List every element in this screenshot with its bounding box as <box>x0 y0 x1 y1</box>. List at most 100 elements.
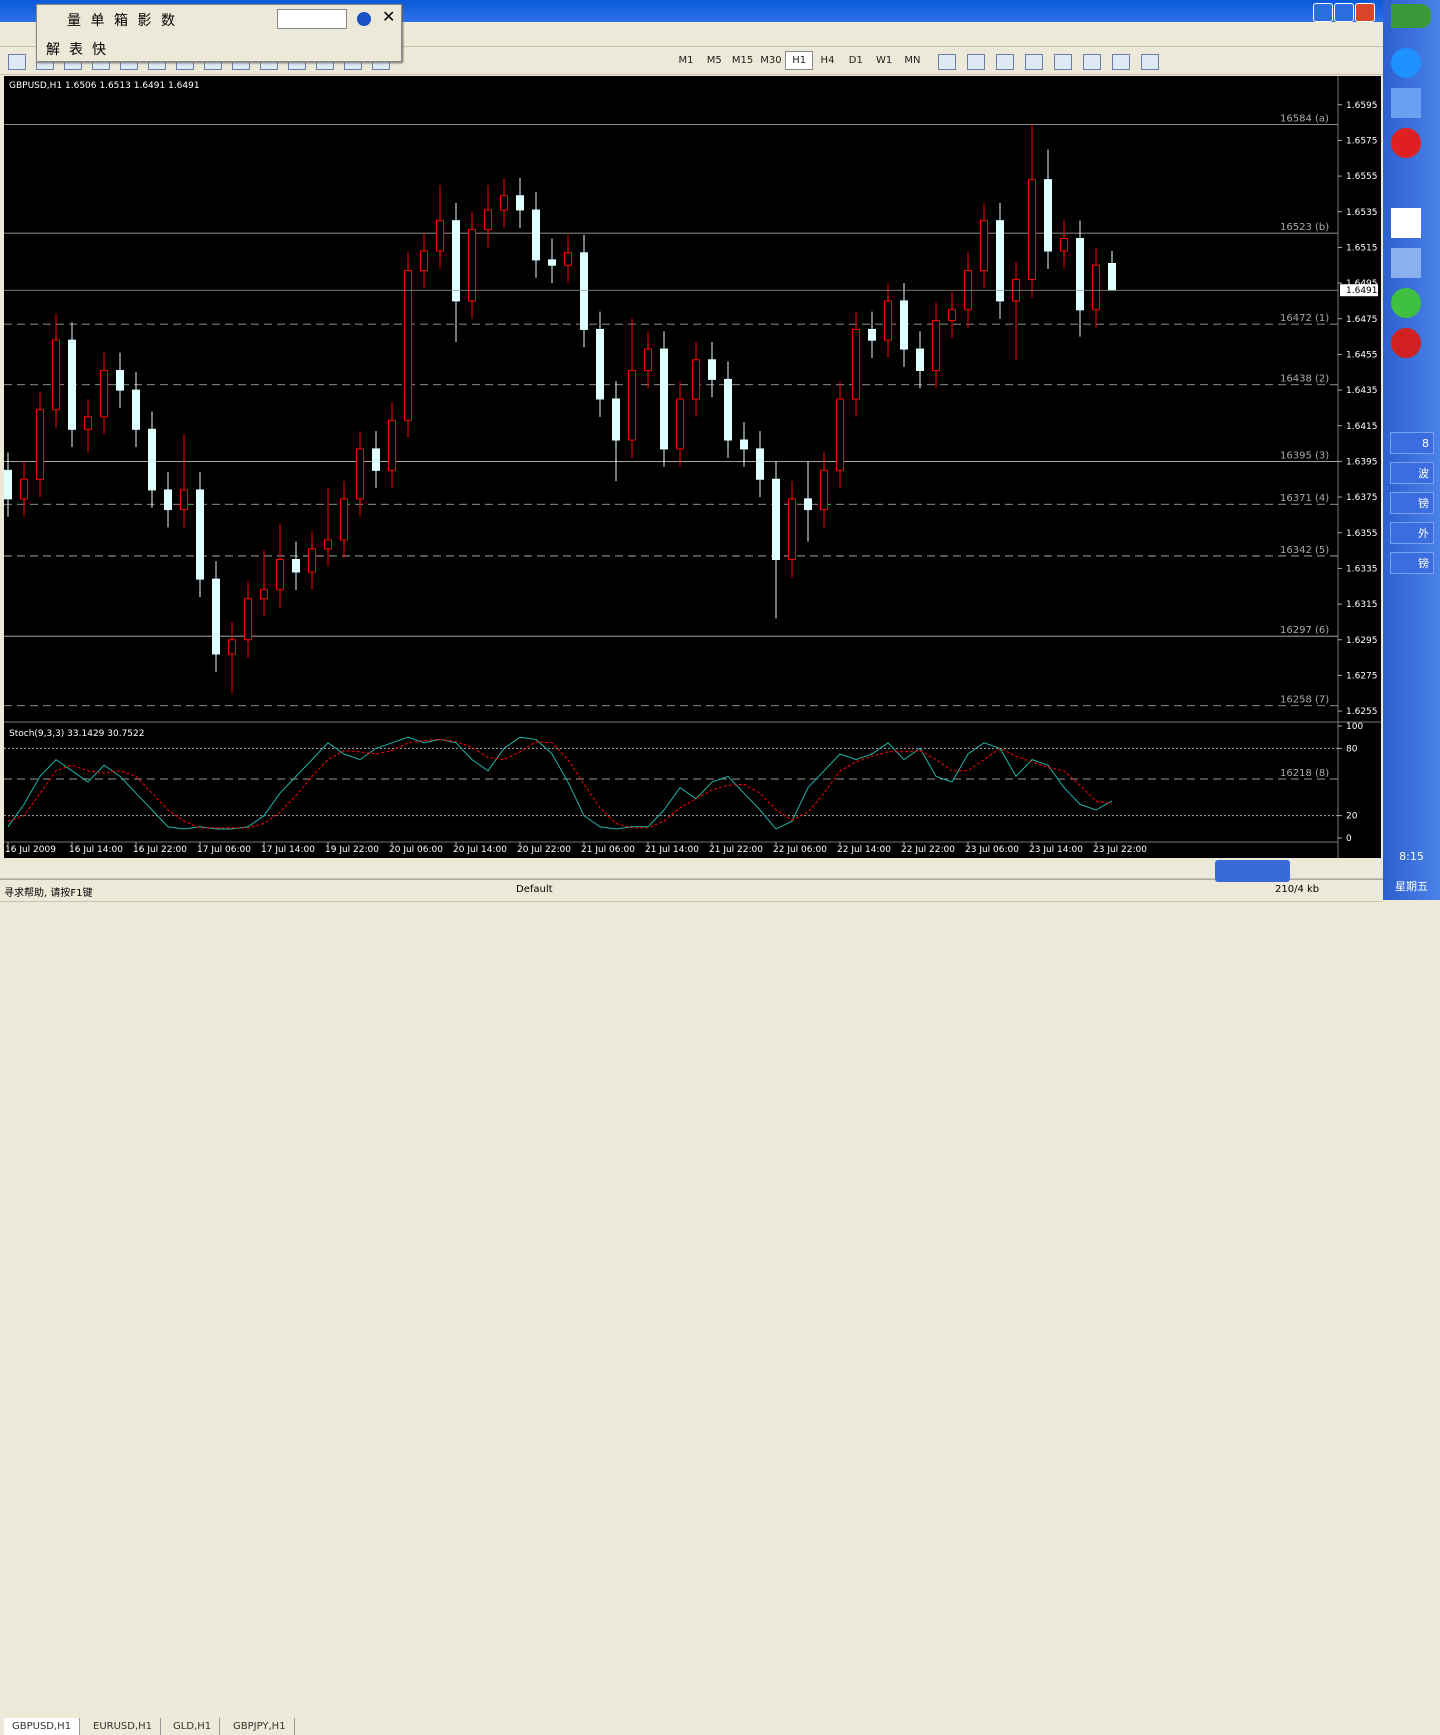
candle-body <box>1060 238 1068 252</box>
timeframe-button[interactable]: M1 <box>678 55 694 66</box>
tool-button[interactable]: 表 <box>69 42 83 58</box>
app-icon[interactable] <box>1391 128 1421 158</box>
app-icon[interactable] <box>1391 88 1421 118</box>
tool-button[interactable]: 箱 <box>114 13 128 29</box>
candle-body <box>692 359 700 400</box>
timeframe-button[interactable]: MN <box>904 55 921 66</box>
tool-button[interactable]: 影 <box>137 13 152 29</box>
x-tick-label: 20 Jul 14:00 <box>453 845 507 855</box>
toolbar-icon[interactable] <box>1083 54 1101 70</box>
candle-body <box>980 220 988 272</box>
y-tick-label: 1.6375 <box>1346 493 1378 503</box>
app-icon[interactable] <box>1391 288 1421 318</box>
y-tick-label: 1.6575 <box>1346 136 1378 146</box>
level-label: 16371 (4) <box>1280 493 1329 504</box>
y-tick-label: 1.6395 <box>1346 457 1378 467</box>
candle-body <box>884 300 892 341</box>
task-item[interactable]: 镑 <box>1390 552 1434 574</box>
candle-body <box>52 339 60 411</box>
candle-body <box>532 209 540 261</box>
start-button[interactable] <box>1391 4 1431 28</box>
candle-body <box>596 328 604 400</box>
tool-button[interactable]: 单 <box>90 13 105 29</box>
candle-body <box>756 448 764 480</box>
candle-body <box>996 220 1004 302</box>
chart-tab[interactable]: GLD,H1 <box>165 1718 221 1735</box>
app-icon[interactable] <box>1391 248 1421 278</box>
candle-body <box>1076 238 1084 311</box>
chart-tab[interactable]: GBPUSD,H1 <box>4 1718 81 1735</box>
candle-body <box>820 469 828 511</box>
timeframe-button[interactable]: M5 <box>706 55 722 66</box>
toolbar-icon[interactable] <box>996 54 1014 70</box>
toolbar-icon[interactable] <box>1025 54 1043 70</box>
candle-body <box>356 448 364 500</box>
chart-tab[interactable]: GBPJPY,H1 <box>225 1718 295 1735</box>
candle-body <box>612 398 620 441</box>
candle-body <box>516 195 524 211</box>
candle-body <box>68 339 76 430</box>
chart-tab[interactable]: EURUSD,H1 <box>85 1718 162 1735</box>
tool-button[interactable]: 解 <box>46 42 60 58</box>
app-icon[interactable] <box>1391 328 1421 358</box>
y-tick-label: 1.6475 <box>1346 315 1378 325</box>
toolbar-icon[interactable] <box>8 54 26 70</box>
candle-body <box>420 250 428 272</box>
candle-body <box>916 348 924 371</box>
y-tick-label: 20 <box>1346 812 1358 822</box>
tool-button[interactable]: 数 <box>161 13 175 29</box>
candle-body <box>900 300 908 350</box>
clock-time: 8:15 <box>1399 850 1424 863</box>
current-price-box <box>1340 284 1378 297</box>
y-tick-label: 1.6595 <box>1346 101 1378 111</box>
candle-body <box>372 448 380 471</box>
chart-background <box>4 76 1381 858</box>
status-traffic: 210/4 kb <box>1275 884 1320 895</box>
x-tick-label: 16 Jul 2009 <box>5 845 56 855</box>
x-tick-label: 22 Jul 22:00 <box>901 845 955 855</box>
x-tick-label: 19 Jul 22:00 <box>325 845 379 855</box>
candle-body <box>852 328 860 400</box>
candle-body <box>1108 262 1116 291</box>
window-buttons[interactable] <box>1313 3 1375 22</box>
timeframe-button[interactable]: M15 <box>731 55 754 66</box>
level-label: 16472 (1) <box>1280 313 1329 324</box>
timeframe-button[interactable]: H1 <box>785 51 814 70</box>
task-item[interactable]: 外 <box>1390 522 1434 544</box>
timeframe-button[interactable]: D1 <box>848 55 863 66</box>
app-icon[interactable] <box>1391 208 1421 238</box>
task-item[interactable]: 镑 <box>1390 492 1434 514</box>
timeframe-button[interactable]: W1 <box>875 55 893 66</box>
toolbar-icon[interactable] <box>938 54 956 70</box>
toolbar-icon[interactable] <box>1112 54 1130 70</box>
app-icon[interactable] <box>1391 48 1421 78</box>
toolbar-icon[interactable] <box>1141 54 1159 70</box>
task-item[interactable]: 波 <box>1390 462 1434 484</box>
candle-body <box>836 398 844 471</box>
candle-body <box>628 369 636 441</box>
y-tick-label: 1.6315 <box>1346 600 1378 610</box>
candle-body <box>196 489 204 580</box>
y-tick-label: 1.6255 <box>1346 707 1378 717</box>
taskbar: 8:15 星期五 8 波镑外镑 <box>1383 0 1440 900</box>
level-label: 16523 (b) <box>1280 222 1329 233</box>
candle-body <box>500 195 508 211</box>
clock-day: 星期五 <box>1395 880 1428 893</box>
toolbar-icon[interactable] <box>967 54 985 70</box>
level-label: 16395 (3) <box>1280 450 1329 461</box>
tool-button[interactable]: 量 <box>67 13 81 29</box>
timeframe-button[interactable]: M30 <box>760 55 782 66</box>
timeframe-button[interactable]: H4 <box>820 55 835 66</box>
status-help: 寻求帮助, 请按F1键 <box>4 888 93 899</box>
status-bar: 寻求帮助, 请按F1键 Default 210/4 kb <box>0 860 1383 902</box>
annotation-label: 16218 (8) <box>1280 768 1329 779</box>
candle-body <box>36 409 44 480</box>
tool-button[interactable]: 快 <box>92 42 106 58</box>
y-tick-label: 80 <box>1346 744 1358 754</box>
candle-body <box>100 369 108 418</box>
task-item[interactable]: 8 <box>1390 432 1434 454</box>
toolbar-icon[interactable] <box>1054 54 1072 70</box>
candle-body <box>260 589 268 600</box>
indicator-line <box>7 736 1113 830</box>
